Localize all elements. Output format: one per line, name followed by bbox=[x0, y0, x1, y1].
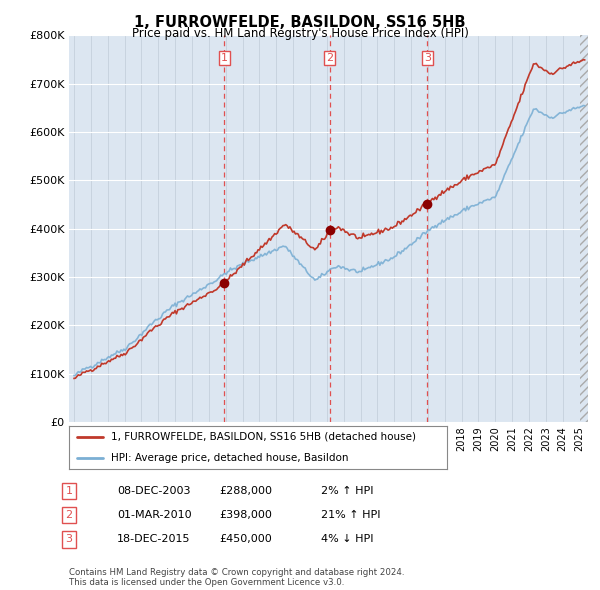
Text: £398,000: £398,000 bbox=[219, 510, 272, 520]
Text: 1: 1 bbox=[65, 486, 73, 496]
Text: 21% ↑ HPI: 21% ↑ HPI bbox=[321, 510, 380, 520]
Text: 1, FURROWFELDE, BASILDON, SS16 5HB (detached house): 1, FURROWFELDE, BASILDON, SS16 5HB (deta… bbox=[110, 432, 416, 442]
Text: 2% ↑ HPI: 2% ↑ HPI bbox=[321, 486, 373, 496]
Text: 08-DEC-2003: 08-DEC-2003 bbox=[117, 486, 191, 496]
Text: £450,000: £450,000 bbox=[219, 535, 272, 544]
Text: Contains HM Land Registry data © Crown copyright and database right 2024.
This d: Contains HM Land Registry data © Crown c… bbox=[69, 568, 404, 587]
Text: £288,000: £288,000 bbox=[219, 486, 272, 496]
Text: Price paid vs. HM Land Registry's House Price Index (HPI): Price paid vs. HM Land Registry's House … bbox=[131, 27, 469, 40]
Text: 1, FURROWFELDE, BASILDON, SS16 5HB: 1, FURROWFELDE, BASILDON, SS16 5HB bbox=[134, 15, 466, 30]
Bar bbox=[580, 35, 588, 422]
Text: 18-DEC-2015: 18-DEC-2015 bbox=[117, 535, 191, 544]
Text: 2: 2 bbox=[65, 510, 73, 520]
Text: 2: 2 bbox=[326, 53, 333, 63]
Text: HPI: Average price, detached house, Basildon: HPI: Average price, detached house, Basi… bbox=[110, 453, 348, 463]
Text: 3: 3 bbox=[424, 53, 431, 63]
Text: 4% ↓ HPI: 4% ↓ HPI bbox=[321, 535, 373, 544]
Text: 01-MAR-2010: 01-MAR-2010 bbox=[117, 510, 191, 520]
Text: 3: 3 bbox=[65, 535, 73, 544]
Text: 1: 1 bbox=[221, 53, 228, 63]
